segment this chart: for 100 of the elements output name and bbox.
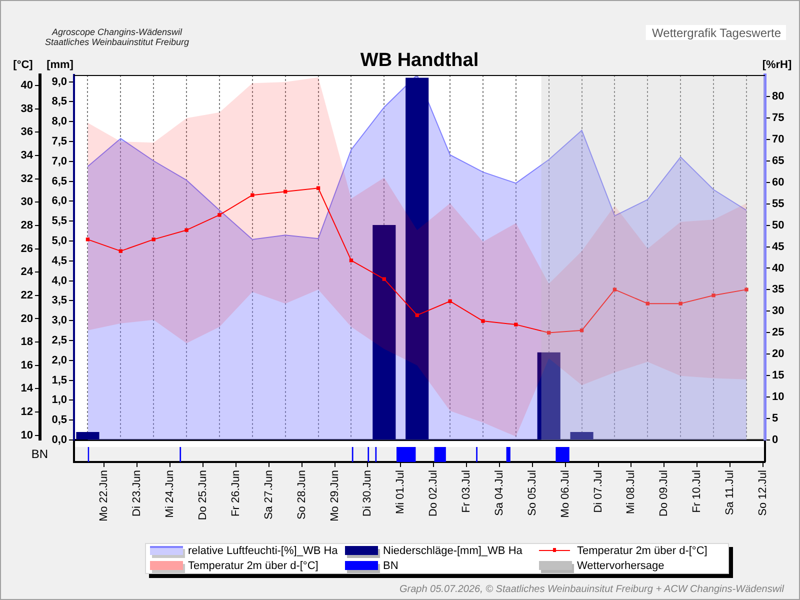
point	[349, 258, 354, 262]
point	[316, 186, 320, 190]
y-tick-label: 14	[20, 382, 34, 395]
x-tick-label: So 12.Jul	[756, 470, 769, 516]
point	[481, 319, 485, 323]
x-tick-label: Mi 08.Jul	[625, 470, 638, 514]
legend-label: Temperatur 2m über d-[°C]	[577, 544, 708, 558]
caption: Graph 05.07.2026, © Staatliches Weinbauinsitut Freiburg + ACW Changins-Wädenswil	[399, 584, 784, 596]
y-tick-label: 20	[20, 312, 33, 325]
y2-tick-label: 4,0	[52, 274, 67, 287]
legend-label: Wettervorhersage	[577, 558, 664, 572]
x-tick-label: Do 02.Jul	[428, 470, 440, 516]
x-tick-label: Mi 01.Jul	[394, 470, 407, 514]
legend-label: relative Luftfeuchti-[%]_WB Ha	[188, 544, 338, 558]
x-tick-label: Fr 26.Jun	[230, 470, 242, 516]
y3-tick-label: 15	[772, 370, 784, 382]
point	[218, 213, 222, 217]
y2-axis-title: [mm]	[46, 59, 74, 71]
x-tick-label: So 28.Jun	[296, 470, 308, 520]
y3-tick-label: 40	[772, 262, 784, 274]
y-tick-label: 28	[20, 219, 33, 232]
y-tick-label: 34	[20, 149, 34, 162]
y-axis-title: BN	[31, 446, 48, 461]
y2-tick-label: 8,0	[52, 116, 67, 128]
bar	[537, 352, 560, 440]
y2-tick-label: 5,5	[52, 215, 67, 228]
point	[712, 294, 716, 298]
point	[547, 330, 551, 335]
point	[580, 328, 584, 332]
y2-tick-label: 3,0	[52, 314, 67, 327]
y-tick-label: 38	[20, 102, 33, 115]
y3-tick-label: 45	[772, 240, 784, 253]
legend-label: BN	[383, 558, 398, 572]
y3-tick-label: 70	[772, 133, 784, 146]
y-tick-label: 40	[20, 80, 33, 92]
point	[678, 302, 682, 306]
y3-tick-label: 10	[772, 391, 784, 404]
x-tick-label: So 05.Jul	[526, 470, 538, 516]
point	[118, 249, 122, 253]
y2-tick-label: 8,5	[52, 96, 67, 108]
x-tick-label: Sa 04.Jul	[493, 470, 506, 516]
point	[86, 238, 90, 242]
y-axis-title: [°C]	[13, 59, 34, 71]
y2-tick-label: 7,5	[52, 136, 67, 148]
point	[152, 238, 156, 242]
x-tick-label: Sa 11.Jul	[724, 470, 736, 516]
text: Temperatur 2m über d-[°C]	[188, 560, 318, 572]
y3-tick-label: 65	[772, 154, 784, 167]
x-tick-label: Di 23.Jun	[131, 470, 144, 516]
y2-tick-label: 2,0	[52, 354, 67, 366]
point	[415, 313, 419, 318]
y-tick-label: 24	[20, 266, 34, 278]
y2-tick-label: 0,0	[52, 434, 67, 446]
y3-tick-label: 0	[772, 434, 778, 446]
x-tick-label: Fr 10.Jul	[691, 470, 704, 513]
text: Agroscope Changins-Wädenswil	[50, 27, 184, 37]
chart-title: WB Handthal	[360, 50, 479, 71]
y2-tick-label: 0,5	[52, 414, 67, 426]
y2-tick-label: 6,0	[52, 195, 67, 208]
y3-tick-label: 35	[772, 284, 784, 296]
point	[184, 228, 188, 232]
x-tick-label: Fr 03.Jul	[460, 470, 473, 513]
y2-tick-label: 6,5	[52, 175, 67, 188]
y3-axis-title: [%rH]	[762, 59, 792, 71]
y2-tick-label: 4,5	[52, 254, 67, 267]
y3-tick-label: 20	[772, 348, 784, 360]
point	[284, 190, 288, 194]
x-tick-label: Di 30.Jun	[362, 470, 374, 516]
y3-tick-label: 50	[772, 219, 784, 232]
y2-tick-label: 3,5	[52, 294, 67, 307]
legend-label: Niederschläge-[mm]_WB Ha	[383, 544, 522, 558]
x-tick-label: Mi 24.Jun	[164, 470, 176, 518]
x-tick-label: Mo 22.Jun	[98, 470, 110, 522]
y-tick-label: 12	[20, 406, 33, 418]
y2-tick-label: 9,0	[52, 76, 67, 88]
bar	[406, 78, 429, 440]
y3-tick-label: 5	[772, 412, 778, 425]
bar	[570, 432, 594, 440]
point	[448, 299, 452, 304]
y-tick-label: 36	[20, 126, 33, 138]
point	[612, 288, 617, 292]
point	[744, 288, 748, 292]
bar	[372, 225, 396, 440]
x-tick-label: Mo 29.Jun	[328, 470, 341, 522]
x-tick-label: Di 07.Jul	[592, 470, 604, 513]
chart-subtitle: Wettergrafik Tageswerte	[652, 26, 782, 40]
y-tick-label: 18	[20, 336, 33, 348]
point	[646, 302, 650, 306]
y3-tick-label: 60	[772, 176, 784, 188]
x-tick-label: Sa 27.Jun	[262, 470, 275, 520]
y-tick-label: 26	[20, 242, 33, 255]
y3-tick-label: 75	[772, 112, 784, 124]
y3-tick-label: 30	[772, 305, 784, 318]
x-tick-label: Mo 06.Jul	[559, 470, 572, 518]
y-tick-label: 10	[20, 429, 33, 442]
point	[382, 277, 386, 281]
y-tick-label: 16	[20, 359, 33, 372]
y2-tick-label: 1,5	[52, 374, 67, 386]
y2-tick-label: 1,0	[52, 394, 67, 406]
y2-tick-label: 2,5	[52, 334, 67, 347]
